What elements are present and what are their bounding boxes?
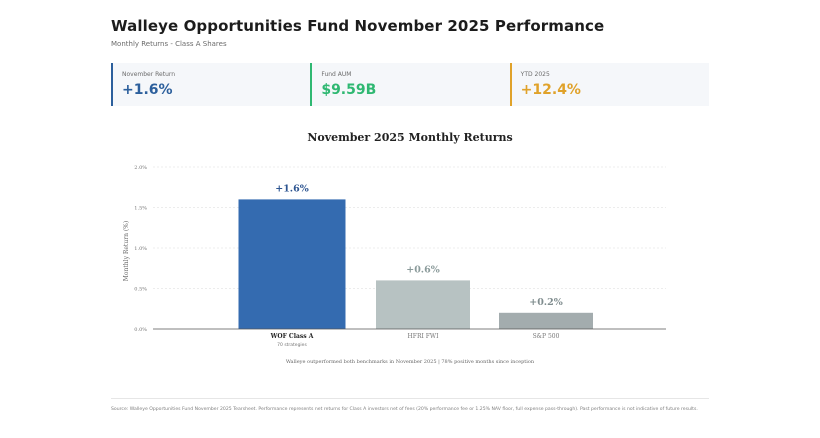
chart-caption: Walleye outperformed both benchmarks in … <box>286 359 535 365</box>
y-tick-label: 2.0% <box>134 165 147 171</box>
kpi-value: +1.6% <box>122 82 173 98</box>
bar-2 <box>499 312 593 329</box>
kpi-card-fund-aum: Fund AUM $9.59B <box>310 63 510 106</box>
data-label: +0.2% <box>529 297 563 308</box>
page-header: Walleye Opportunities Fund November 2025… <box>111 16 604 49</box>
bar-0 <box>238 199 346 329</box>
kpi-card-november-return: November Return +1.6% <box>111 63 311 106</box>
footer-note: Source: Walleye Opportunities Fund Novem… <box>111 407 698 412</box>
page-title: Walleye Opportunities Fund November 2025… <box>111 17 605 35</box>
kpi-value: +12.4% <box>520 82 581 98</box>
y-tick-label: 1.0% <box>134 246 147 252</box>
y-tick-label: 0.0% <box>134 327 147 333</box>
y-tick-label: 1.5% <box>134 205 147 211</box>
kpi-row: November Return +1.6% Fund AUM $9.59B YT… <box>111 63 709 106</box>
chart-title: November 2025 Monthly Returns <box>307 131 512 144</box>
kpi-label: Fund AUM <box>321 71 352 78</box>
kpi-value: $9.59B <box>321 82 377 98</box>
x-tick-label: HFRI FWI <box>408 333 440 340</box>
footer-divider <box>111 398 709 399</box>
page-subtitle: Monthly Returns - Class A Shares <box>111 40 227 48</box>
x-tick-label: WOF Class A <box>270 333 314 340</box>
bars <box>238 199 593 329</box>
labels: +1.6% WOF Class A 70 strategies +0.6% HFRI F… <box>270 183 563 348</box>
bar-1 <box>376 280 470 329</box>
kpi-label: YTD 2025 <box>520 71 550 78</box>
kpi-card-ytd: YTD 2025 +12.4% <box>509 63 709 106</box>
y-tick-label: 0.5% <box>134 286 147 292</box>
x-tick-sublabel: 70 strategies <box>277 342 307 348</box>
data-label: +0.6% <box>406 264 440 275</box>
kpi-label: November Return <box>122 71 176 78</box>
x-tick-label: S&P 500 <box>533 333 560 340</box>
y-axis-label: Monthly Return (%) <box>123 221 130 281</box>
data-label: +1.6% <box>275 183 309 194</box>
